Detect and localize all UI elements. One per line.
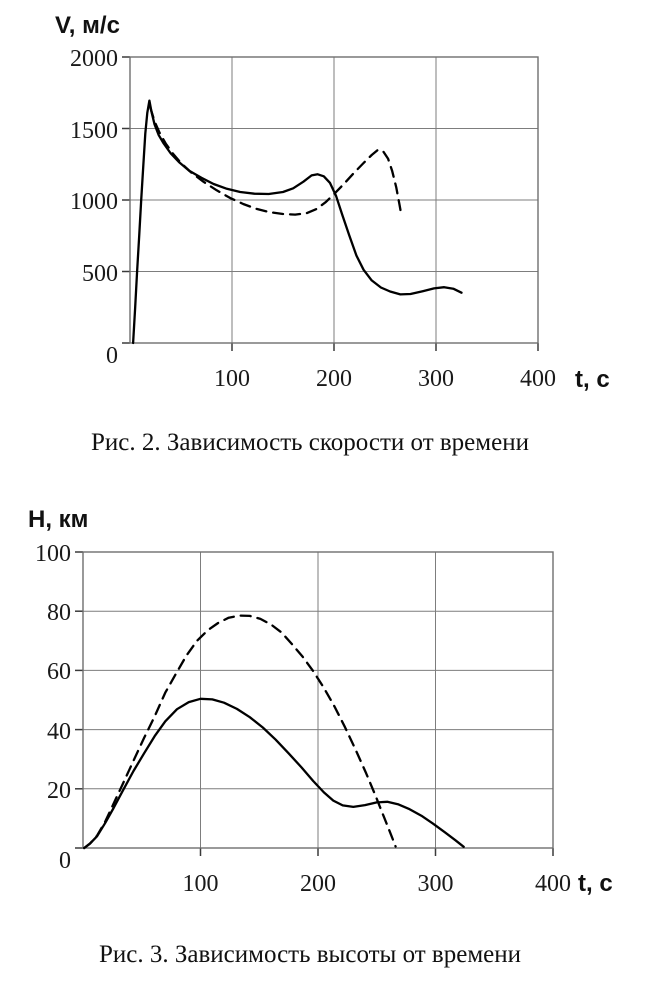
figure-2-caption: Рис. 2. Зависимость скорости от времени [91,429,529,456]
x-tick-label: 300 [417,871,454,897]
x-tick-label: 100 [182,871,219,897]
figure-3-caption: Рис. 3. Зависимость высоты от времени [98,941,522,968]
y-tick-label: 40 [47,718,71,745]
y-tick-label: 60 [47,659,71,686]
plot-border [82,551,554,849]
plot-border [129,56,539,344]
figure-velocity: V, м/с t, с Рис. 2. Зависимость скорости… [55,12,610,456]
y-tick-label: 1000 [70,189,118,215]
y-tick-label: 80 [47,600,71,627]
y-tick-label: 20 [47,777,71,804]
x-axis-title-velocity: t, с [575,366,610,393]
dashed-curve [149,106,403,216]
x-tick-label: 400 [520,366,556,392]
x-axis-title-altitude: t, с [578,870,613,897]
y-tick-label: 0 [59,848,71,874]
y-tick-label: 2000 [70,46,118,72]
x-tick-label: 100 [214,366,250,392]
x-tick-label: 200 [300,871,336,897]
velocity-chart-plot [122,56,539,351]
y-tick-label: 1500 [70,117,118,144]
x-tick-label: 200 [316,366,352,392]
solid-curve [131,99,463,345]
y-axis-title-altitude: H, км [28,506,89,533]
dashed-curve [83,614,397,850]
solid-curve [83,697,465,850]
y-tick-label: 0 [106,343,118,369]
x-tick-label: 400 [535,871,571,897]
y-tick-label: 500 [82,260,118,287]
x-tick-label: 300 [418,366,454,392]
figure-altitude: H, км t, с Рис. 3. Зависимость высоты от… [0,495,658,983]
altitude-chart-plot [75,551,554,856]
y-tick-label: 100 [35,541,71,567]
y-axis-title-velocity: V, м/с [55,12,120,39]
